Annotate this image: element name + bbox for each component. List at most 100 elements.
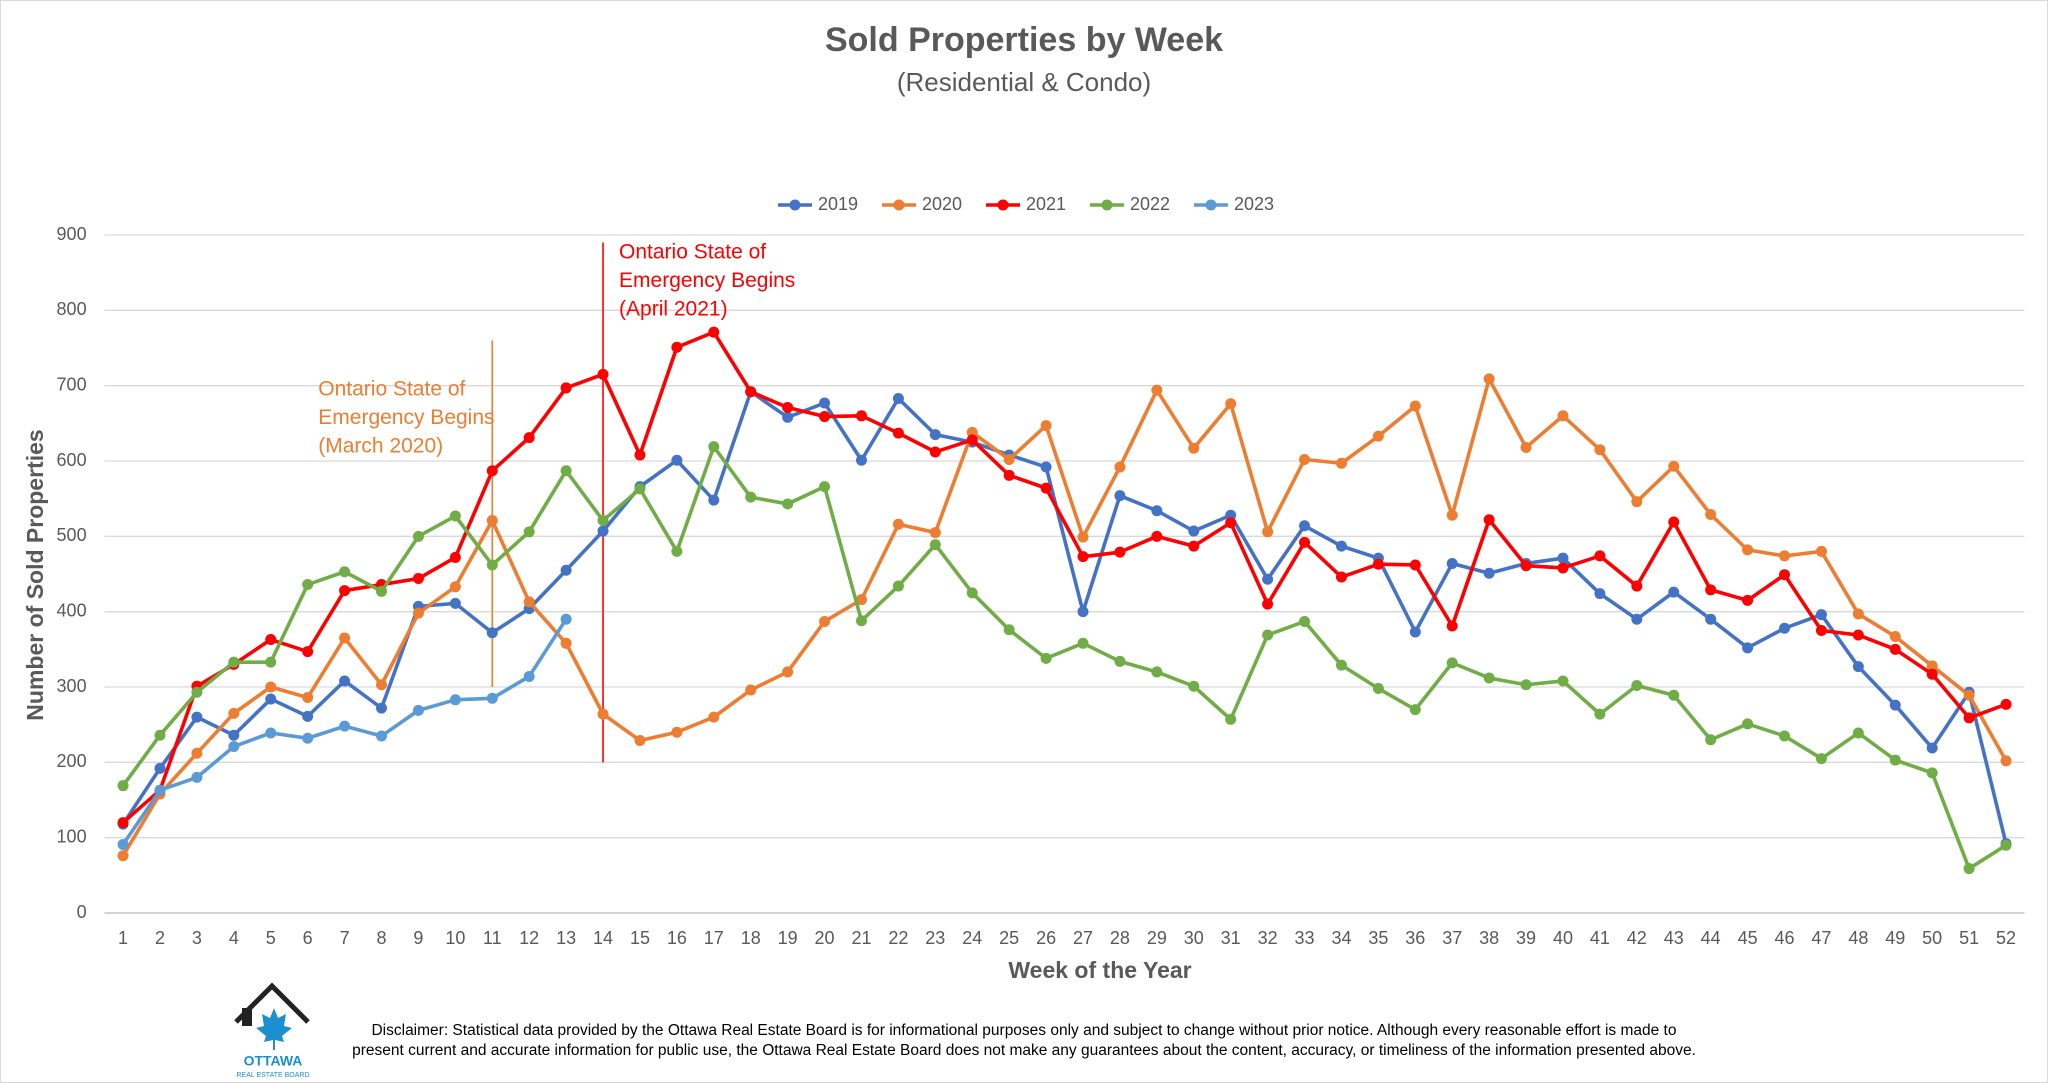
data-point <box>523 526 535 538</box>
x-tick-label: 40 <box>1553 928 1573 948</box>
data-point <box>929 527 941 539</box>
data-point <box>1594 444 1606 456</box>
logo-chimney <box>242 1008 252 1026</box>
data-point <box>1114 655 1126 667</box>
data-point <box>855 454 867 466</box>
annotation-text: Ontario State of <box>619 241 766 264</box>
data-point <box>1225 398 1237 410</box>
x-tick-label: 36 <box>1405 928 1425 948</box>
data-point <box>1372 430 1384 442</box>
data-point <box>560 382 572 394</box>
x-tick-label: 33 <box>1295 928 1315 948</box>
data-point <box>1114 546 1126 558</box>
data-point <box>302 732 314 744</box>
data-point <box>449 694 461 706</box>
data-point <box>1594 708 1606 720</box>
data-point <box>1483 567 1495 579</box>
data-point <box>1705 734 1717 746</box>
data-point <box>1557 552 1569 564</box>
data-point <box>1742 594 1754 606</box>
data-point <box>449 581 461 593</box>
data-point <box>302 646 314 658</box>
data-point <box>1225 517 1237 529</box>
data-point <box>671 454 683 466</box>
data-point <box>1040 652 1052 664</box>
data-point <box>376 730 388 742</box>
data-point <box>265 681 277 693</box>
x-tick-label: 27 <box>1073 928 1093 948</box>
data-point <box>1077 637 1089 649</box>
data-point <box>1372 558 1384 570</box>
data-point <box>892 580 904 592</box>
x-tick-label: 11 <box>483 928 502 948</box>
x-tick-label: 45 <box>1738 928 1758 948</box>
logo: OTTAWA REAL ESTATE BOARD <box>234 982 310 1079</box>
x-tick-label: 23 <box>925 928 945 948</box>
data-point <box>1299 615 1311 627</box>
data-point <box>1889 631 1901 643</box>
data-point <box>1188 525 1200 537</box>
data-point <box>1151 384 1163 396</box>
data-point <box>1446 557 1458 569</box>
data-point <box>191 771 203 783</box>
data-point <box>1557 675 1569 687</box>
data-point <box>302 579 314 591</box>
y-tick-label: 200 <box>57 751 87 771</box>
data-point <box>376 702 388 714</box>
data-point <box>1668 689 1680 701</box>
data-point <box>302 710 314 722</box>
data-point <box>782 666 794 678</box>
data-point <box>1705 613 1717 625</box>
data-point <box>412 607 424 619</box>
data-point <box>486 515 498 527</box>
x-tick-label: 35 <box>1368 928 1388 948</box>
legend-marker <box>789 199 801 211</box>
data-point <box>1779 622 1791 634</box>
legend-marker <box>997 199 1009 211</box>
legend-label: 2020 <box>922 194 962 214</box>
x-tick-label: 12 <box>519 928 539 948</box>
data-point <box>1779 550 1791 562</box>
data-point <box>708 494 720 506</box>
data-point <box>597 525 609 537</box>
data-point <box>1077 606 1089 618</box>
x-tick-label: 1 <box>118 928 128 948</box>
data-point <box>339 675 351 687</box>
data-point <box>1151 505 1163 517</box>
legend-marker <box>1205 199 1217 211</box>
data-point <box>1151 666 1163 678</box>
data-point <box>486 465 498 477</box>
data-point <box>1299 536 1311 548</box>
y-tick-label: 600 <box>57 450 87 470</box>
data-point <box>1668 516 1680 528</box>
data-point <box>339 632 351 644</box>
data-point <box>597 708 609 720</box>
data-point <box>671 341 683 353</box>
data-point <box>339 720 351 732</box>
x-tick-label: 31 <box>1221 928 1241 948</box>
data-point <box>819 397 831 409</box>
x-tick-label: 9 <box>413 928 423 948</box>
data-point <box>486 627 498 639</box>
data-point <box>1705 584 1717 596</box>
data-point <box>265 656 277 668</box>
data-point <box>228 656 240 668</box>
data-point <box>782 411 794 423</box>
logo-text: OTTAWA <box>244 1053 303 1069</box>
x-tick-label: 34 <box>1331 928 1351 948</box>
data-point <box>376 585 388 597</box>
data-point <box>117 850 129 862</box>
logo-subtext: REAL ESTATE BOARD <box>237 1072 310 1079</box>
y-tick-label: 400 <box>57 600 87 620</box>
data-point <box>523 432 535 444</box>
x-tick-label: 3 <box>192 928 202 948</box>
data-point <box>191 747 203 759</box>
x-tick-label: 52 <box>1996 928 2016 948</box>
data-point <box>1520 441 1532 453</box>
data-point <box>1631 613 1643 625</box>
x-tick-label: 51 <box>1959 928 1979 948</box>
data-point <box>117 780 129 792</box>
data-point <box>966 587 978 599</box>
data-point <box>1926 668 1938 680</box>
data-point <box>708 326 720 338</box>
